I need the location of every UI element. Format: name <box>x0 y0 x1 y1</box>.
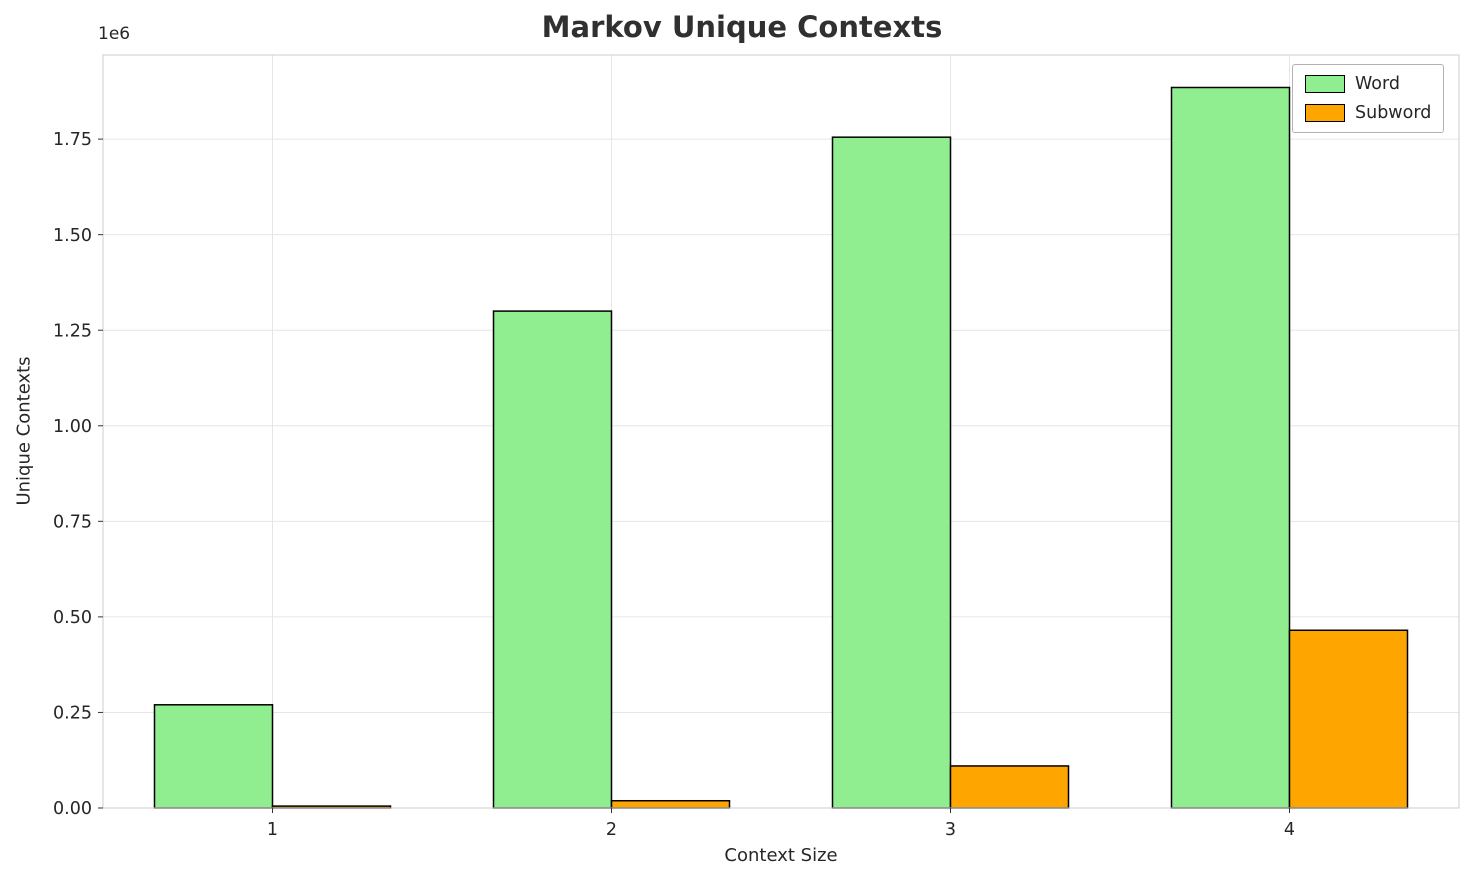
chart-title: Markov Unique Contexts <box>541 10 943 44</box>
legend-item-subword: Subword <box>1305 103 1431 123</box>
bar-word-1 <box>153 704 274 809</box>
bar-word-4 <box>1170 86 1291 809</box>
y-tick-label: 1.75 <box>53 130 92 150</box>
y-tick-label: 0.00 <box>53 799 92 819</box>
x-tick-label: 4 <box>1284 820 1295 840</box>
y-tick-label: 1.25 <box>53 321 92 341</box>
bar-subword-4 <box>1288 629 1409 809</box>
legend-item-word: Word <box>1305 74 1431 94</box>
y-tick-label: 0.25 <box>53 704 92 724</box>
legend-swatch-word <box>1305 75 1345 93</box>
bar-word-3 <box>831 136 952 809</box>
legend: Word Subword <box>1292 64 1445 133</box>
bar-word-2 <box>492 310 613 809</box>
y-tick-label: 0.75 <box>53 512 92 532</box>
legend-label-subword: Subword <box>1355 103 1432 123</box>
x-tick-label: 3 <box>945 820 956 840</box>
y-axis-offset-label: 1e6 <box>98 24 131 44</box>
x-tick-label: 2 <box>606 820 617 840</box>
legend-swatch-subword <box>1305 104 1345 122</box>
legend-label-word: Word <box>1355 74 1400 94</box>
y-tick-label: 0.50 <box>53 608 92 628</box>
y-tick-label: 1.50 <box>53 226 92 246</box>
y-tick-label: 1.00 <box>53 417 92 437</box>
x-tick-label: 1 <box>267 820 278 840</box>
bar-subword-2 <box>610 799 731 809</box>
bar-subword-3 <box>949 765 1070 809</box>
x-axis-label: Context Size <box>724 845 838 866</box>
